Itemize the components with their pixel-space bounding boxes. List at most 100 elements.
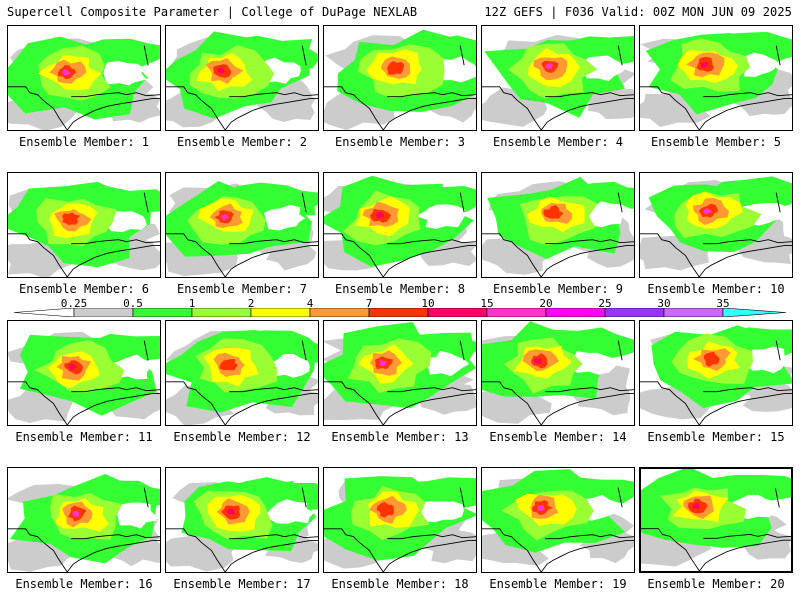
ensemble-member-panel[interactable]: Ensemble Member: 5 [639, 25, 793, 149]
colorbar-tick-label: 30 [657, 297, 671, 310]
colorbar-tick-label: 10 [421, 297, 435, 310]
ensemble-member-caption: Ensemble Member: 9 [492, 282, 624, 296]
colorbar-right-tail [722, 308, 786, 317]
ensemble-member-panel[interactable]: Ensemble Member: 7 [165, 172, 319, 296]
ensemble-member-panel[interactable]: Ensemble Member: 11 [7, 320, 161, 444]
ensemble-member-map[interactable] [7, 172, 161, 278]
ensemble-member-caption: Ensemble Member: 8 [334, 282, 466, 296]
ensemble-member-caption: Ensemble Member: 13 [331, 430, 469, 444]
scp-contour-map [324, 321, 476, 425]
ensemble-member-map[interactable] [7, 25, 161, 131]
colorbar-segment [604, 308, 665, 317]
ensemble-member-caption: Ensemble Member: 18 [331, 577, 469, 591]
ensemble-member-panel[interactable]: Ensemble Member: 13 [323, 320, 477, 444]
ensemble-member-caption: Ensemble Member: 7 [176, 282, 308, 296]
ensemble-member-panel[interactable]: Ensemble Member: 16 [7, 467, 161, 591]
ensemble-member-caption: Ensemble Member: 15 [647, 430, 785, 444]
ensemble-member-map[interactable] [481, 25, 635, 131]
scp-contour-map [8, 331, 160, 425]
ensemble-member-caption: Ensemble Member: 16 [15, 577, 153, 591]
scp-contour-map [166, 477, 318, 572]
ensemble-member-caption: Ensemble Member: 20 [647, 577, 785, 591]
scp-contour-map [8, 473, 160, 572]
ensemble-member-map[interactable] [7, 320, 161, 426]
ensemble-member-map[interactable] [481, 467, 635, 573]
colorbar-tick-label: 0.25 [60, 297, 88, 310]
colorbar-tick-label: 15 [480, 297, 494, 310]
ensemble-member-caption: Ensemble Member: 5 [650, 135, 782, 149]
scp-contour-map [641, 469, 791, 571]
colorbar-segment [309, 308, 370, 317]
ensemble-member-panel[interactable]: Ensemble Member: 14 [481, 320, 635, 444]
scp-contour-map [324, 476, 476, 572]
ensemble-member-panel[interactable]: Ensemble Member: 12 [165, 320, 319, 444]
ensemble-member-panel[interactable]: Ensemble Member: 20 [639, 467, 793, 591]
colorbar-labels: 0.25 0.5 1 2 4 7 10 15 20 25 30 35 [14, 297, 786, 310]
ensemble-member-map[interactable] [639, 320, 793, 426]
ensemble-member-caption: Ensemble Member: 12 [173, 430, 311, 444]
ensemble-member-caption: Ensemble Member: 1 [18, 135, 150, 149]
scp-contour-map [640, 31, 792, 130]
colorbar-segment [132, 308, 193, 317]
ensemble-member-map[interactable] [323, 320, 477, 426]
ensemble-member-map[interactable] [165, 172, 319, 278]
ensemble-member-map[interactable] [639, 25, 793, 131]
colorbar-segment [73, 308, 134, 317]
colorbar-segment [663, 308, 724, 317]
ensemble-member-panel[interactable]: Ensemble Member: 10 [639, 172, 793, 296]
ensemble-member-caption: Ensemble Member: 17 [173, 577, 311, 591]
ensemble-member-panel[interactable]: Ensemble Member: 18 [323, 467, 477, 591]
scp-contour-map [166, 31, 318, 130]
colorbar-segment [368, 308, 429, 317]
ensemble-member-map[interactable] [481, 172, 635, 278]
page-title: Supercell Composite Parameter | College … [7, 5, 418, 19]
ensemble-member-map[interactable] [481, 320, 635, 426]
scp-contour-map [482, 321, 634, 425]
ensemble-member-map[interactable] [323, 25, 477, 131]
ensemble-member-map[interactable] [639, 467, 793, 573]
ensemble-member-caption: Ensemble Member: 3 [334, 135, 466, 149]
colorbar-strip [14, 308, 786, 317]
ensemble-member-panel[interactable]: Ensemble Member: 19 [481, 467, 635, 591]
ensemble-member-caption: Ensemble Member: 14 [489, 430, 627, 444]
colorbar-legend: 0.25 0.5 1 2 4 7 10 15 20 25 30 35 [14, 297, 786, 319]
ensemble-member-map[interactable] [639, 172, 793, 278]
ensemble-member-caption: Ensemble Member: 19 [489, 577, 627, 591]
ensemble-member-map[interactable] [165, 467, 319, 573]
ensemble-member-panel[interactable]: Ensemble Member: 1 [7, 25, 161, 149]
scp-contour-map [640, 176, 792, 277]
ensemble-member-caption: Ensemble Member: 4 [492, 135, 624, 149]
ensemble-member-caption: Ensemble Member: 2 [176, 135, 308, 149]
colorbar-tick-label: 35 [716, 297, 730, 310]
ensemble-member-caption: Ensemble Member: 11 [15, 430, 153, 444]
colorbar-segment [427, 308, 488, 317]
ensemble-member-panel[interactable]: Ensemble Member: 17 [165, 467, 319, 591]
ensemble-member-panel[interactable]: Ensemble Member: 6 [7, 172, 161, 296]
ensemble-member-map[interactable] [165, 25, 319, 131]
colorbar-segment [486, 308, 547, 317]
ensemble-member-panel[interactable]: Ensemble Member: 9 [481, 172, 635, 296]
colorbar-tick-label: 0.5 [123, 297, 143, 310]
scp-contour-map [166, 181, 318, 277]
ensemble-member-map[interactable] [323, 172, 477, 278]
scp-contour-map [166, 330, 318, 425]
ensemble-member-caption: Ensemble Member: 6 [18, 282, 150, 296]
colorbar-tick-label: 20 [539, 297, 553, 310]
ensemble-member-map[interactable] [323, 467, 477, 573]
ensemble-member-map[interactable] [7, 467, 161, 573]
scp-contour-map [8, 36, 160, 130]
ensemble-member-map[interactable] [165, 320, 319, 426]
valid-time-label: 12Z GEFS | F036 Valid: 00Z MON JUN 09 20… [484, 5, 792, 19]
ensemble-member-panel[interactable]: Ensemble Member: 8 [323, 172, 477, 296]
ensemble-member-panel[interactable]: Ensemble Member: 4 [481, 25, 635, 149]
scp-contour-map [482, 176, 634, 277]
ensemble-member-panel[interactable]: Ensemble Member: 3 [323, 25, 477, 149]
scp-contour-map [482, 34, 634, 130]
colorbar-tick-label: 1 [188, 297, 196, 310]
ensemble-member-panel[interactable]: Ensemble Member: 15 [639, 320, 793, 444]
scp-contour-map [324, 29, 476, 130]
scp-contour-map [482, 469, 634, 572]
scp-contour-map [324, 175, 476, 277]
ensemble-member-panel[interactable]: Ensemble Member: 2 [165, 25, 319, 149]
